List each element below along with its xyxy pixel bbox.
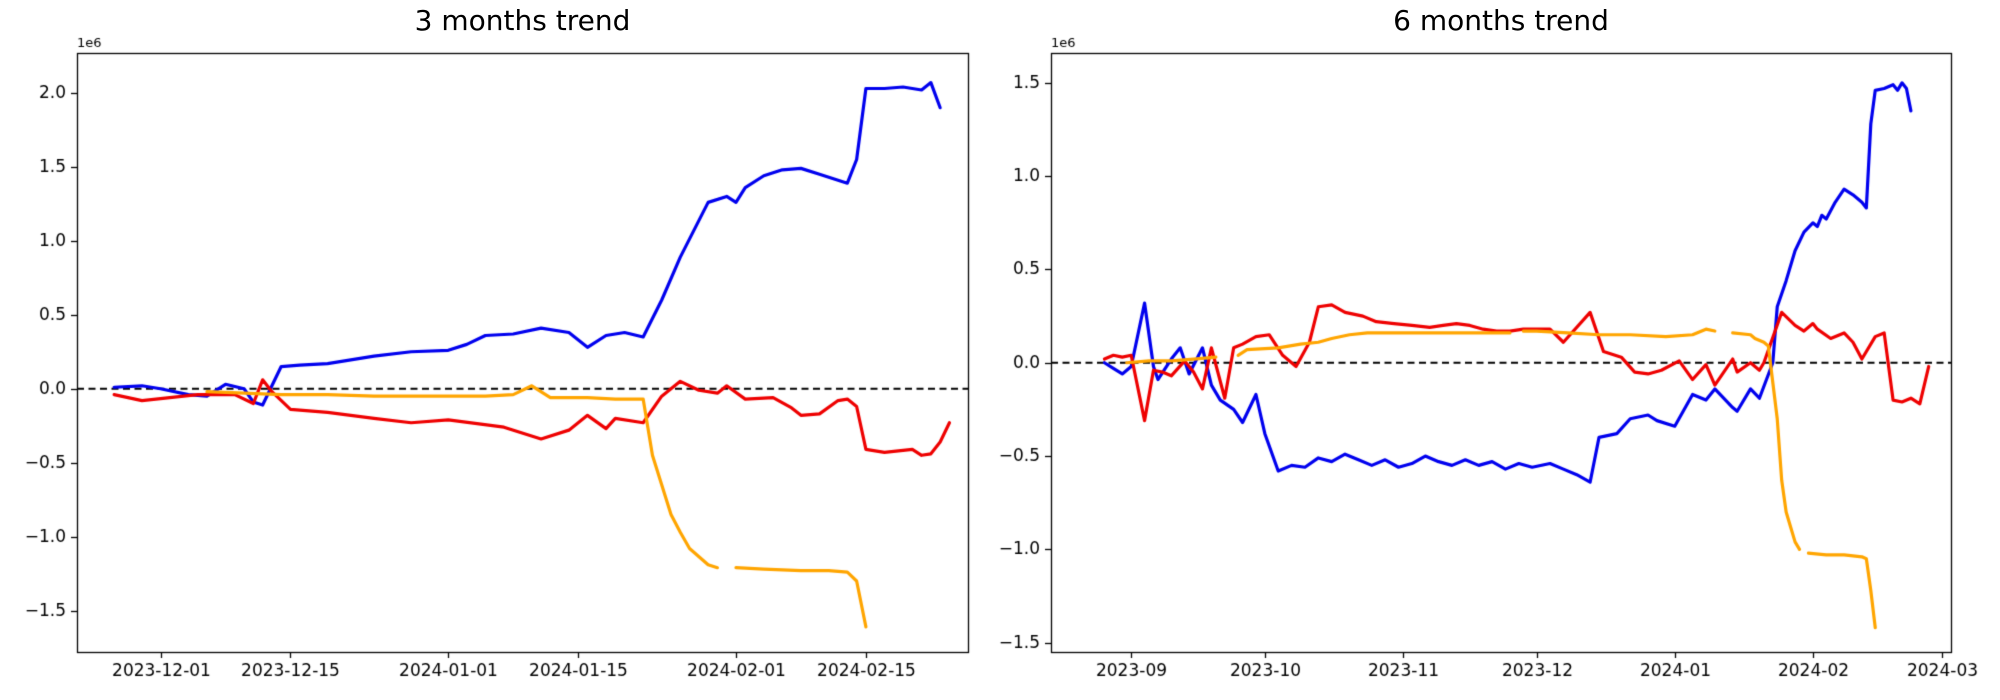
chart-title-3-months: 3 months trend [414,4,631,37]
chart-title-6-months: 6 months trend [1393,4,1609,37]
